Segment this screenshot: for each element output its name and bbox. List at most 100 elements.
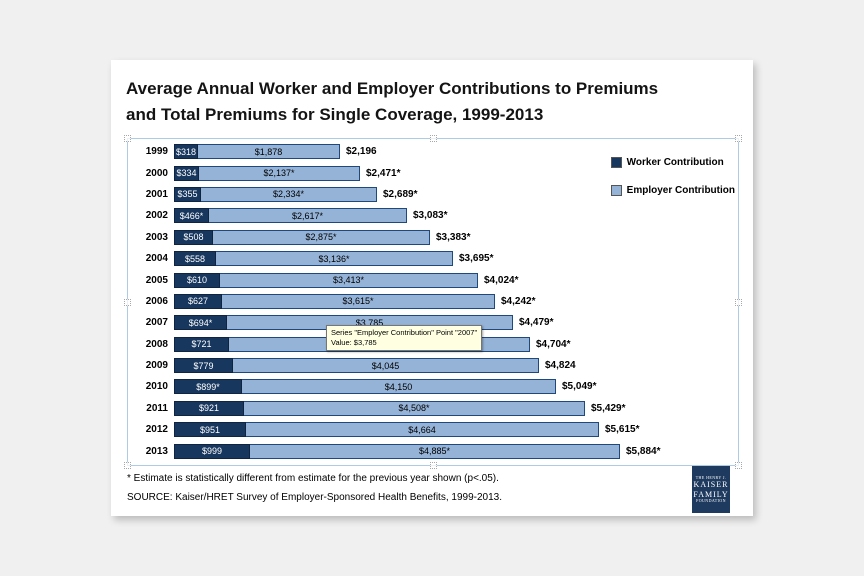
total-label: $4,024* bbox=[484, 274, 519, 286]
kaiser-family-foundation-logo: THE HENRY J. KAISER FAMILY FOUNDATION bbox=[692, 466, 730, 513]
logo-line3: FAMILY bbox=[693, 489, 729, 499]
employer-swatch-icon bbox=[610, 185, 622, 196]
footnote-text: * Estimate is statistically different fr… bbox=[127, 473, 499, 484]
year-label: 2005 bbox=[145, 274, 168, 286]
worker-bar-segment[interactable]: $466* bbox=[174, 208, 209, 224]
year-label: 2012 bbox=[145, 424, 168, 436]
total-label: $4,479* bbox=[519, 317, 554, 329]
total-label: $3,083* bbox=[413, 210, 448, 222]
bar-row: 2009 $779 $4,045 $4,824 bbox=[128, 355, 738, 376]
total-label: $2,471* bbox=[366, 167, 401, 179]
source-text: SOURCE: Kaiser/HRET Survey of Employer-S… bbox=[127, 492, 502, 503]
logo-line4: FOUNDATION bbox=[696, 497, 726, 503]
worker-bar-segment[interactable]: $694* bbox=[174, 315, 227, 331]
employer-bar-segment[interactable]: $2,334* bbox=[200, 186, 377, 202]
legend-label-employer: Employer Contribution bbox=[626, 185, 735, 196]
bar-row: 2002 $466* $2,617* $3,083* bbox=[128, 205, 738, 226]
worker-bar-segment[interactable]: $951 bbox=[174, 422, 246, 438]
total-label: $3,383* bbox=[436, 231, 471, 243]
logo-line2: KAISER bbox=[693, 480, 729, 490]
worker-swatch-icon bbox=[610, 157, 622, 168]
worker-bar-segment[interactable]: $779 bbox=[174, 358, 233, 374]
year-label: 2002 bbox=[145, 210, 168, 222]
year-label: 2008 bbox=[145, 338, 168, 350]
year-label: 2003 bbox=[145, 231, 168, 243]
year-label: 2011 bbox=[146, 402, 168, 414]
total-label: $5,615* bbox=[605, 424, 640, 436]
total-label: $4,704* bbox=[536, 338, 571, 350]
legend-item-worker[interactable]: Worker Contribution bbox=[610, 157, 735, 168]
year-label: 2001 bbox=[145, 188, 168, 200]
worker-bar-segment[interactable]: $508 bbox=[174, 229, 213, 245]
employer-bar-segment[interactable]: $3,615* bbox=[221, 293, 495, 309]
total-label: $4,242* bbox=[501, 295, 536, 307]
total-label: $4,824 bbox=[545, 360, 576, 372]
selection-handle[interactable] bbox=[735, 299, 742, 306]
total-label: $5,884* bbox=[626, 445, 661, 457]
selection-handle[interactable] bbox=[430, 462, 437, 469]
logo-line1: THE HENRY J. bbox=[695, 474, 727, 480]
selection-handle[interactable] bbox=[124, 299, 131, 306]
tooltip-series-line: Series "Employer Contribution" Point "20… bbox=[331, 328, 478, 337]
bar-row: 2010 $899* $4,150 $5,049* bbox=[128, 376, 738, 397]
selection-handle[interactable] bbox=[124, 462, 131, 469]
bar-row: 2000 $334 $2,137* $2,471* bbox=[128, 162, 738, 183]
bar-row: 2011 $921 $4,508* $5,429* bbox=[128, 398, 738, 419]
employer-bar-segment[interactable]: $2,137* bbox=[198, 165, 360, 181]
year-label: 2013 bbox=[145, 445, 168, 457]
legend-item-employer[interactable]: Employer Contribution bbox=[610, 185, 735, 196]
employer-bar-segment[interactable]: $4,045 bbox=[232, 358, 539, 374]
worker-bar-segment[interactable]: $627 bbox=[174, 293, 222, 309]
year-label: 2007 bbox=[145, 317, 168, 329]
year-label: 1999 bbox=[145, 146, 168, 158]
bar-row: 2012 $951 $4,664 $5,615* bbox=[128, 419, 738, 440]
bars: 1999 $318 $1,878 $2,196 2000 $334 $2,137* $2,47… bbox=[128, 141, 738, 462]
bar-row: 2003 $508 $2,875* $3,383* bbox=[128, 227, 738, 248]
year-label: 2010 bbox=[145, 381, 168, 393]
worker-bar-segment[interactable]: $558 bbox=[174, 251, 216, 267]
year-label: 2004 bbox=[145, 253, 168, 265]
worker-bar-segment[interactable]: $355 bbox=[174, 186, 201, 202]
employer-bar-segment[interactable]: $3,136* bbox=[215, 251, 453, 267]
bar-row: 2006 $627 $3,615* $4,242* bbox=[128, 291, 738, 312]
worker-bar-segment[interactable]: $318 bbox=[174, 144, 198, 160]
total-label: $2,196 bbox=[346, 146, 377, 158]
employer-bar-segment[interactable]: $1,878 bbox=[197, 144, 340, 160]
chart-area[interactable]: 1999 $318 $1,878 $2,196 2000 $334 $2,137* $2,47… bbox=[124, 135, 742, 469]
worker-bar-segment[interactable]: $999 bbox=[174, 443, 250, 459]
year-label: 2000 bbox=[145, 167, 168, 179]
year-label: 2006 bbox=[145, 295, 168, 307]
bar-row: 1999 $318 $1,878 $2,196 bbox=[128, 141, 738, 162]
bar-row: 2005 $610 $3,413* $4,024* bbox=[128, 269, 738, 290]
employer-bar-segment[interactable]: $4,885* bbox=[249, 443, 620, 459]
employer-bar-segment[interactable]: $2,617* bbox=[208, 208, 407, 224]
employer-bar-segment[interactable]: $3,413* bbox=[219, 272, 478, 288]
chart-title: Average Annual Worker and Employer Contr… bbox=[126, 76, 658, 127]
selection-handle[interactable] bbox=[124, 135, 131, 142]
employer-bar-segment[interactable]: $4,508* bbox=[243, 400, 585, 416]
worker-bar-segment[interactable]: $334 bbox=[174, 165, 199, 181]
slide: Average Annual Worker and Employer Contr… bbox=[111, 60, 753, 516]
bar-row: 2004 $558 $3,136* $3,695* bbox=[128, 248, 738, 269]
chart-hover-tooltip: Series "Employer Contribution" Point "20… bbox=[326, 325, 483, 352]
worker-bar-segment[interactable]: $610 bbox=[174, 272, 220, 288]
selection-handle[interactable] bbox=[735, 462, 742, 469]
tooltip-value-line: Value: $3,785 bbox=[331, 338, 377, 348]
total-label: $3,695* bbox=[459, 253, 494, 265]
total-label: $2,689* bbox=[383, 188, 418, 200]
worker-bar-segment[interactable]: $921 bbox=[174, 400, 244, 416]
chart-title-line1: Average Annual Worker and Employer Contr… bbox=[126, 79, 659, 98]
worker-bar-segment[interactable]: $721 bbox=[174, 336, 229, 352]
selection-handle[interactable] bbox=[735, 135, 742, 142]
employer-bar-segment[interactable]: $2,875* bbox=[212, 229, 430, 245]
chart-title-line2: and Total Premiums for Single Coverage, … bbox=[126, 104, 544, 124]
total-label: $5,429* bbox=[591, 402, 626, 414]
employer-bar-segment[interactable]: $4,150 bbox=[241, 379, 556, 395]
bar-row: 2013 $999 $4,885* $5,884* bbox=[128, 440, 738, 461]
employer-bar-segment[interactable]: $4,664 bbox=[245, 422, 599, 438]
year-label: 2009 bbox=[145, 360, 168, 372]
bar-row: 2001 $355 $2,334* $2,689* bbox=[128, 184, 738, 205]
selection-handle[interactable] bbox=[430, 135, 437, 142]
worker-bar-segment[interactable]: $899* bbox=[174, 379, 242, 395]
